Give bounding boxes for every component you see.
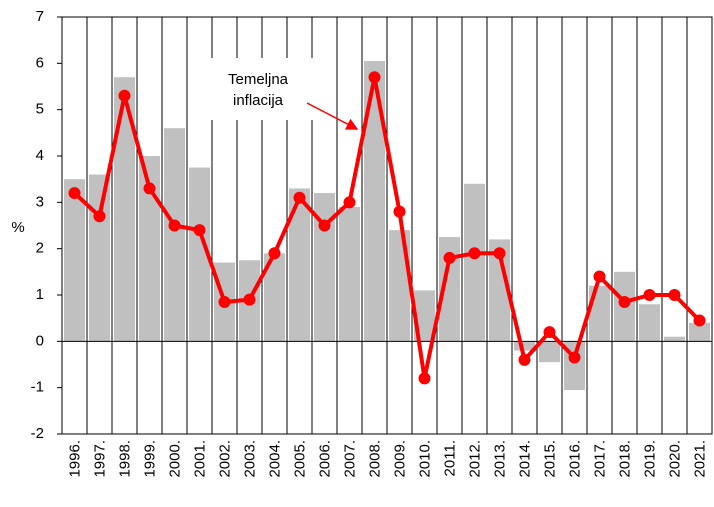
- bar: [139, 156, 160, 342]
- bar: [689, 322, 710, 342]
- line-marker: [293, 191, 306, 204]
- x-tick-label: 2009.: [392, 440, 409, 478]
- line-marker: [643, 289, 656, 301]
- line-marker: [693, 314, 706, 327]
- line-marker: [218, 295, 231, 308]
- line-marker: [618, 295, 631, 308]
- x-tick-label: 2004.: [267, 440, 284, 478]
- bar: [164, 128, 185, 342]
- annotation-text: Temeljna: [228, 71, 289, 88]
- bar: [314, 193, 335, 342]
- bar: [264, 253, 285, 342]
- x-tick-label: 2005.: [292, 440, 309, 478]
- bar: [89, 174, 110, 342]
- line-marker: [493, 247, 506, 260]
- y-tick-label: 5: [36, 101, 44, 118]
- y-tick-label: 1: [36, 286, 44, 303]
- x-tick-label: 2012.: [467, 440, 484, 478]
- bar: [489, 239, 510, 342]
- y-tick-label: 3: [36, 193, 44, 210]
- y-tick-label: 4: [36, 147, 44, 164]
- x-tick-label: 2002.: [217, 440, 234, 478]
- line-marker: [193, 224, 206, 237]
- x-tick-label: 1999.: [142, 440, 159, 478]
- x-tick-label: 2016.: [567, 440, 584, 478]
- line-marker: [318, 219, 331, 232]
- x-tick-label: 1998.: [117, 440, 134, 478]
- bar: [439, 237, 460, 342]
- line-marker: [418, 372, 431, 385]
- bar: [514, 341, 535, 351]
- line-marker: [243, 293, 256, 306]
- bar: [289, 188, 310, 342]
- annotation-box: [188, 58, 328, 120]
- x-tick-label: 2020.: [667, 440, 684, 478]
- annotation-text: inflacija: [233, 92, 284, 109]
- x-tick-label: 2019.: [642, 440, 659, 478]
- x-tick-label: 2011.: [442, 440, 459, 476]
- annotation-arrow: [306, 102, 359, 130]
- x-tick-label: 2017.: [592, 440, 609, 478]
- bar: [389, 230, 410, 342]
- x-tick-label: 2000.: [167, 440, 184, 478]
- line-marker: [568, 351, 581, 364]
- x-tick-label: 2003.: [242, 440, 259, 478]
- line-marker: [593, 270, 606, 283]
- x-tick-label: 2008.: [367, 440, 384, 478]
- bar: [639, 304, 660, 342]
- y-tick-label: 2: [36, 240, 44, 257]
- line-marker: [168, 219, 181, 232]
- x-tick-label: 2010.: [417, 440, 434, 478]
- x-tick-label: 2007.: [342, 440, 359, 478]
- bar: [339, 206, 360, 342]
- y-tick-label: -2: [31, 425, 44, 442]
- x-tick-label: 2021.: [692, 440, 709, 478]
- line-marker: [268, 247, 281, 260]
- bar: [114, 77, 135, 342]
- line-marker: [393, 205, 406, 218]
- y-tick-label: -1: [31, 379, 44, 396]
- x-tick-label: 2006.: [317, 440, 334, 478]
- line-marker: [443, 251, 456, 264]
- x-tick-label: 2015.: [542, 440, 559, 478]
- x-tick-label: 2014.: [517, 440, 534, 478]
- line-marker: [118, 89, 131, 102]
- line-marker: [68, 187, 81, 200]
- x-tick-label: 2001.: [192, 440, 209, 478]
- y-tick-label: 7: [36, 8, 44, 25]
- bar: [189, 167, 210, 342]
- y-tick-label: 0: [36, 332, 44, 349]
- line-marker: [468, 247, 481, 260]
- y-tick-label: 6: [36, 54, 44, 71]
- x-tick-label: 1996.: [67, 440, 84, 478]
- bar: [464, 183, 485, 342]
- line-marker: [368, 71, 381, 84]
- x-tick-label: 1997.: [92, 440, 109, 478]
- x-tick-label: 2018.: [617, 440, 634, 478]
- bar: [64, 179, 85, 342]
- line-marker: [93, 210, 106, 223]
- bar: [414, 290, 435, 342]
- line-marker: [543, 326, 556, 339]
- plot-frame: [61, 16, 713, 435]
- bar: [539, 341, 560, 363]
- bar: [364, 61, 385, 342]
- line-marker: [143, 182, 156, 195]
- line-marker: [343, 196, 356, 209]
- line-marker: [518, 353, 531, 366]
- y-axis-label: %: [11, 219, 24, 236]
- x-tick-label: 2013.: [492, 440, 509, 478]
- line-marker: [668, 289, 681, 301]
- bar: [664, 336, 685, 342]
